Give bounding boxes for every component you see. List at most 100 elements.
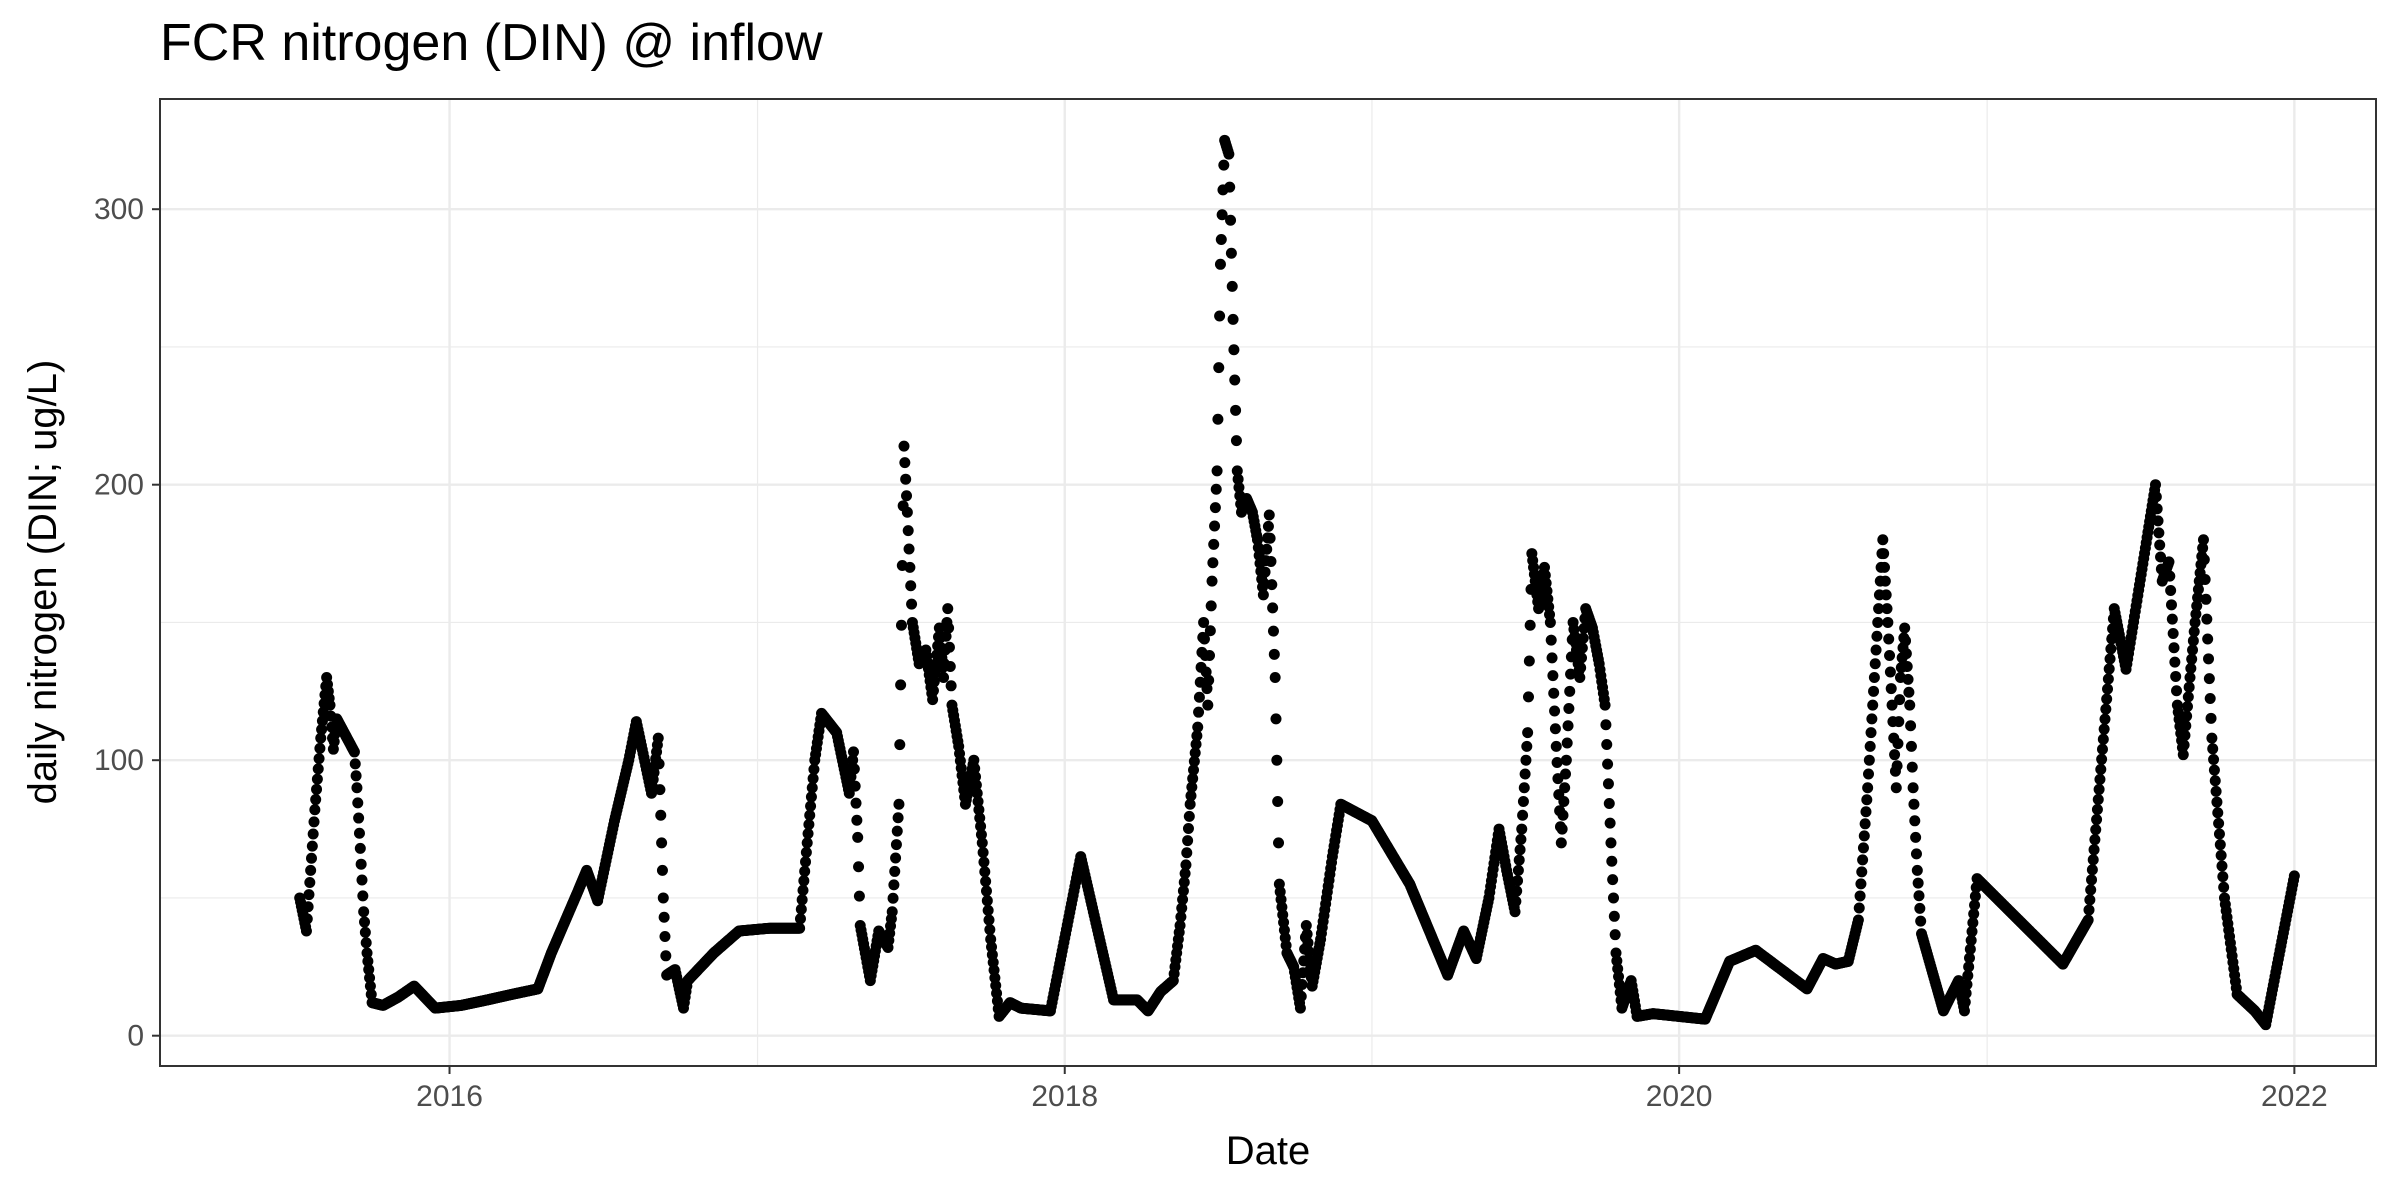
data-point xyxy=(1907,782,1919,794)
data-point xyxy=(1212,413,1224,425)
data-point xyxy=(1520,754,1532,766)
data-point xyxy=(1877,534,1889,546)
data-point xyxy=(944,661,956,673)
data-point xyxy=(970,779,982,791)
data-point xyxy=(2102,683,2114,695)
data-point xyxy=(2191,600,2203,612)
x-axis-title: Date xyxy=(1226,1129,1311,1173)
data-point xyxy=(802,828,814,840)
data-point xyxy=(300,925,312,937)
data-point xyxy=(898,440,910,452)
data-point xyxy=(2213,828,2225,840)
data-point xyxy=(1966,926,1978,938)
data-point xyxy=(357,890,369,902)
data-point xyxy=(1230,404,1242,416)
data-point xyxy=(1302,937,1314,949)
data-point xyxy=(1229,374,1241,386)
data-point xyxy=(2187,635,2199,647)
data-point xyxy=(1205,600,1217,612)
data-point xyxy=(2189,616,2201,628)
data-point xyxy=(1230,435,1242,447)
data-point xyxy=(927,685,939,697)
data-point xyxy=(2203,653,2215,665)
data-point xyxy=(2166,613,2178,625)
data-point xyxy=(2217,871,2229,883)
y-tick-label: 0 xyxy=(127,1020,144,1053)
data-point xyxy=(1911,864,1923,876)
data-point xyxy=(2152,515,2164,527)
data-point xyxy=(890,852,902,864)
data-point xyxy=(2163,556,2175,568)
data-point xyxy=(805,791,817,803)
data-point xyxy=(2168,642,2180,654)
data-point xyxy=(1868,685,1880,697)
data-point xyxy=(984,924,996,936)
data-point xyxy=(1548,687,1560,699)
data-point xyxy=(1181,847,1193,859)
data-point xyxy=(310,794,322,806)
data-point xyxy=(1545,634,1557,646)
data-point xyxy=(906,598,918,610)
data-point xyxy=(2178,739,2190,751)
data-point xyxy=(1862,782,1874,794)
data-point xyxy=(1232,473,1244,485)
data-point xyxy=(2190,608,2202,620)
data-point xyxy=(798,875,810,887)
data-point xyxy=(887,892,899,904)
data-point xyxy=(983,914,995,926)
data-point xyxy=(303,889,315,901)
data-point xyxy=(976,837,988,849)
data-point xyxy=(800,846,812,858)
data-point xyxy=(1564,685,1576,697)
data-point xyxy=(1201,683,1213,695)
data-point xyxy=(969,762,981,774)
data-point xyxy=(1968,908,1980,920)
data-point xyxy=(1870,644,1882,656)
data-point xyxy=(943,641,955,653)
data-point xyxy=(2102,673,2114,685)
data-point xyxy=(2095,763,2107,775)
data-point xyxy=(1182,823,1194,835)
data-point xyxy=(1853,902,1865,914)
data-point xyxy=(1228,344,1240,356)
data-point xyxy=(2207,743,2219,755)
data-point xyxy=(1193,706,1205,718)
data-point xyxy=(1563,703,1575,715)
data-point xyxy=(358,906,370,918)
data-point xyxy=(656,864,668,876)
data-point xyxy=(895,679,907,691)
data-point xyxy=(850,797,862,809)
data-point xyxy=(360,937,372,949)
data-point xyxy=(1856,866,1868,878)
data-point xyxy=(1524,619,1536,631)
data-point xyxy=(1514,844,1526,856)
data-point xyxy=(2218,881,2230,893)
data-point xyxy=(2084,894,2096,906)
data-point xyxy=(359,916,371,928)
data-point xyxy=(324,699,336,711)
data-point xyxy=(847,754,859,766)
data-point xyxy=(1884,666,1896,678)
data-point xyxy=(314,742,326,754)
data-point xyxy=(1512,875,1524,887)
data-point xyxy=(1510,895,1522,907)
data-point xyxy=(1204,625,1216,637)
data-point xyxy=(1267,625,1279,637)
data-point xyxy=(313,753,325,765)
data-point xyxy=(1177,885,1189,897)
data-point xyxy=(2199,573,2211,585)
data-point xyxy=(1912,877,1924,889)
data-point xyxy=(1555,837,1567,849)
data-point xyxy=(975,829,987,841)
data-point xyxy=(901,490,913,502)
data-point xyxy=(1882,616,1894,628)
major-gridlines xyxy=(160,99,2376,1066)
data-points xyxy=(294,134,2300,1031)
data-point xyxy=(311,783,323,795)
data-point xyxy=(1965,934,1977,946)
data-point xyxy=(1193,691,1205,703)
data-point xyxy=(2099,713,2111,725)
data-point xyxy=(1961,978,1973,990)
data-point xyxy=(2091,804,2103,816)
x-tick-label: 2022 xyxy=(2261,1080,2328,1113)
